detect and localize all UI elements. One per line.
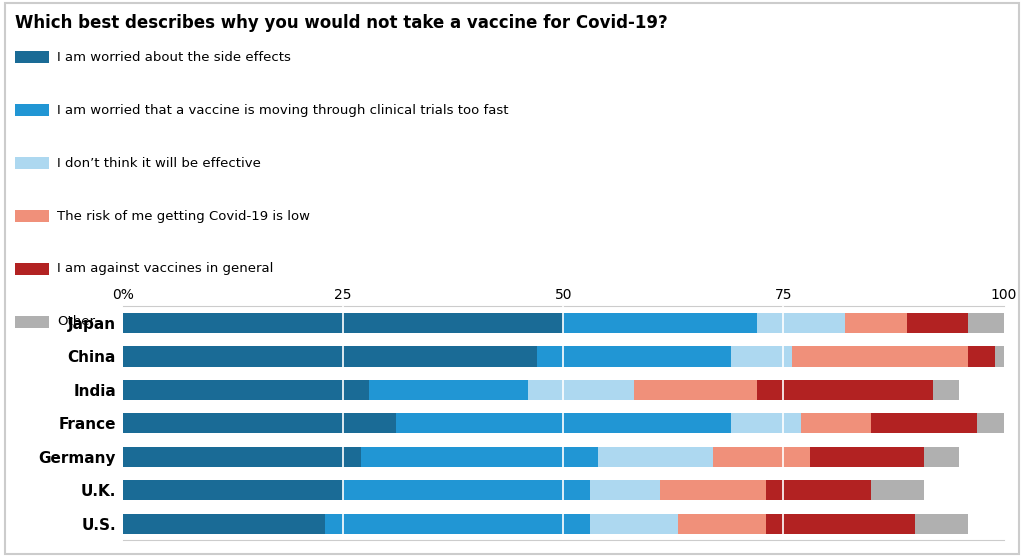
Bar: [766, 514, 915, 534]
Bar: [801, 413, 871, 433]
Bar: [123, 346, 537, 367]
Bar: [969, 313, 1004, 333]
Bar: [933, 380, 959, 400]
Bar: [598, 447, 713, 467]
Text: I am worried that a vaccine is moving through clinical trials too fast: I am worried that a vaccine is moving th…: [57, 104, 509, 116]
Bar: [537, 346, 730, 367]
Bar: [730, 346, 793, 367]
Text: I am worried about the side effects: I am worried about the side effects: [57, 51, 291, 63]
Bar: [326, 514, 590, 534]
Bar: [925, 447, 959, 467]
Bar: [360, 447, 598, 467]
Bar: [634, 380, 757, 400]
Bar: [793, 346, 969, 367]
Bar: [713, 447, 810, 467]
Bar: [343, 480, 590, 500]
Bar: [757, 380, 933, 400]
Bar: [123, 313, 563, 333]
Bar: [977, 413, 1004, 433]
Bar: [969, 346, 994, 367]
Bar: [845, 313, 906, 333]
Bar: [810, 447, 925, 467]
Bar: [730, 413, 801, 433]
Bar: [906, 313, 969, 333]
Bar: [396, 413, 730, 433]
Text: Other: Other: [57, 315, 95, 328]
Bar: [528, 380, 634, 400]
Text: The risk of me getting Covid-19 is low: The risk of me getting Covid-19 is low: [57, 209, 310, 222]
Bar: [766, 480, 871, 500]
Bar: [563, 313, 757, 333]
Bar: [660, 480, 766, 500]
Bar: [590, 514, 678, 534]
Text: I am against vaccines in general: I am against vaccines in general: [57, 262, 273, 275]
Bar: [871, 413, 977, 433]
Text: I don’t think it will be effective: I don’t think it will be effective: [57, 157, 261, 169]
Bar: [123, 447, 360, 467]
Text: Which best describes why you would not take a vaccine for Covid-19?: Which best describes why you would not t…: [15, 14, 668, 32]
Bar: [123, 380, 370, 400]
Bar: [915, 514, 969, 534]
Bar: [757, 313, 845, 333]
Bar: [123, 480, 343, 500]
Bar: [123, 413, 396, 433]
Bar: [123, 514, 326, 534]
Bar: [994, 346, 1004, 367]
Bar: [370, 380, 528, 400]
Bar: [590, 480, 660, 500]
Bar: [678, 514, 766, 534]
Bar: [871, 480, 925, 500]
